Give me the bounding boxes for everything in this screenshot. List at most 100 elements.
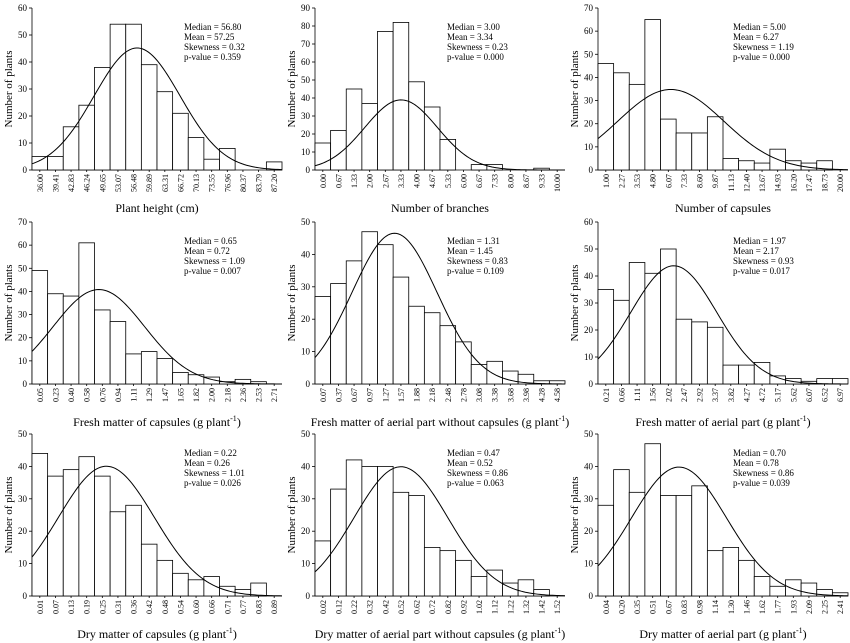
x-tick-label: 2.78 xyxy=(459,388,468,402)
x-tick-label: 1.02 xyxy=(475,600,484,614)
x-tick-label: 1.47 xyxy=(161,388,170,402)
x-tick-label: 13.67 xyxy=(758,174,767,192)
x-tick-label: 73.55 xyxy=(208,174,217,192)
x-tick-label: 1.42 xyxy=(538,600,547,614)
x-tick-label: 7.33 xyxy=(491,174,500,188)
y-tick-label: 30 xyxy=(584,96,594,106)
histogram-bar xyxy=(172,112,189,171)
histogram-bar xyxy=(31,270,49,385)
histogram-bar xyxy=(314,540,332,597)
x-tick-label: 0.35 xyxy=(633,600,642,614)
x-tick-label: 1.93 xyxy=(789,600,798,614)
x-tick-label: 0.83 xyxy=(680,600,689,614)
stats-line: Skewness = 1.09 xyxy=(184,256,245,266)
x-tick-label: 2.27 xyxy=(617,174,626,188)
y-tick-label: 20 xyxy=(18,333,28,343)
x-tick-label: 11.13 xyxy=(727,174,736,192)
x-tick-label: 4.58 xyxy=(553,388,562,402)
histogram-bar xyxy=(613,72,630,171)
y-tick-label: 30 xyxy=(18,84,28,94)
y-tick-label: 50 xyxy=(301,429,311,439)
x-tick-label: 2.25 xyxy=(821,600,830,614)
y-tick-label: 20 xyxy=(301,526,311,536)
stats-line: p-value = 0.007 xyxy=(184,266,241,276)
histogram-bar xyxy=(62,295,80,385)
histogram-bar xyxy=(706,550,724,597)
x-axis-label-end: ) xyxy=(565,415,569,429)
y-tick-label: 10 xyxy=(18,138,28,148)
y-tick-label: 10 xyxy=(584,142,594,152)
x-tick-label: 3.82 xyxy=(727,388,736,402)
histogram-bar xyxy=(597,289,615,385)
y-tick-label: 40 xyxy=(584,72,594,82)
x-tick-label: 0.89 xyxy=(270,600,279,614)
x-tick-label: 80.37 xyxy=(239,174,248,192)
stats-line: Mean = 0.52 xyxy=(447,458,493,468)
stats-line: Median = 5.00 xyxy=(733,22,786,32)
x-tick-label: 53.07 xyxy=(114,174,123,192)
x-axis-label-text: Dry matter of capsules (g plant xyxy=(77,627,227,641)
x-axis-label-sup: -1 xyxy=(800,414,807,423)
histogram-bar xyxy=(47,156,64,171)
stats-line: Mean = 0.72 xyxy=(184,246,230,256)
y-axis-label: Number of plants xyxy=(286,265,298,342)
histogram-bar xyxy=(831,378,849,385)
histogram-bar xyxy=(377,30,394,171)
x-tick-label: 0.97 xyxy=(366,388,375,402)
x-tick-label: 0.00 xyxy=(319,174,328,188)
y-tick-label: 0 xyxy=(589,379,594,389)
x-tick-label: 17.47 xyxy=(805,174,814,192)
y-tick-label: 70 xyxy=(18,217,28,227)
x-axis-label-text: Number of capsules xyxy=(675,201,771,215)
x-tick-label: 49.65 xyxy=(98,174,107,192)
stats-line: Median = 0.70 xyxy=(733,448,786,458)
x-axis-label: Plant height (cm) xyxy=(115,201,198,215)
x-tick-label: 3.37 xyxy=(711,388,720,402)
x-axis-label-sup: -1 xyxy=(555,626,562,635)
y-tick-label: 40 xyxy=(301,249,311,259)
y-axis-label: Number of plants xyxy=(3,477,15,554)
x-tick-label: 0.71 xyxy=(223,600,232,614)
stats-line: Mean = 0.26 xyxy=(184,458,230,468)
histogram-bar xyxy=(47,475,64,597)
x-axis-label-sup: -1 xyxy=(559,414,566,423)
stats-line: Mean = 2.17 xyxy=(733,246,779,256)
y-tick-label: 20 xyxy=(584,526,594,536)
stats-line: Median = 0.47 xyxy=(447,448,500,458)
histogram-bar xyxy=(675,318,693,385)
x-tick-label: 42.83 xyxy=(67,174,76,192)
histogram-panel-2: 0 10 20 30 40 50 60 70 80 90 0.00 0.67 1.33 2.00 2.67 3… xyxy=(286,3,565,215)
histogram-bar xyxy=(408,495,425,597)
x-tick-label: 1.11 xyxy=(633,388,642,402)
histogram-bar xyxy=(423,547,441,597)
histogram-bar xyxy=(140,543,158,597)
x-tick-label: 0.83 xyxy=(255,600,264,614)
x-tick-label: 2.67 xyxy=(381,174,390,188)
histogram-bar xyxy=(392,21,410,171)
y-tick-label: 60 xyxy=(301,57,311,67)
x-tick-label: 0.82 xyxy=(444,600,453,614)
x-tick-label: 1.29 xyxy=(145,388,154,402)
histogram-bar xyxy=(660,118,677,171)
y-tick-label: 0 xyxy=(23,379,28,389)
x-axis-label: Dry matter of aerial part (g plant-1) xyxy=(639,626,806,641)
x-tick-label: 4.80 xyxy=(649,174,658,188)
x-tick-label: 0.48 xyxy=(161,600,170,614)
normal-curve xyxy=(314,99,565,171)
stats-line: Skewness = 0.83 xyxy=(447,256,508,266)
x-tick-label: 70.13 xyxy=(192,174,201,192)
x-tick-label: 59.89 xyxy=(145,174,154,192)
x-tick-label: 0.72 xyxy=(428,600,437,614)
x-tick-label: 0.66 xyxy=(617,388,626,402)
x-tick-label: 0.05 xyxy=(36,388,45,402)
y-tick-label: 60 xyxy=(584,26,594,36)
histogram-bar xyxy=(597,504,615,597)
stats-line: p-value = 0.026 xyxy=(184,478,241,488)
y-tick-label: 10 xyxy=(584,559,594,569)
x-tick-label: 0.42 xyxy=(381,600,390,614)
histogram-bar xyxy=(377,465,394,597)
x-tick-label: 0.01 xyxy=(36,600,45,614)
histogram-bar xyxy=(628,262,646,385)
y-tick-label: 0 xyxy=(23,165,28,175)
x-tick-label: 1.11 xyxy=(130,388,139,402)
